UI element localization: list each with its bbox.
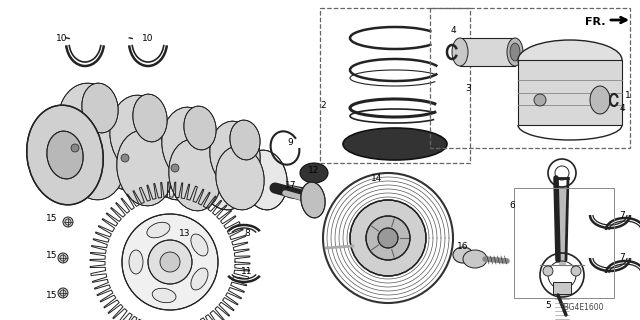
Ellipse shape [452, 38, 468, 66]
Circle shape [122, 214, 218, 310]
Ellipse shape [169, 139, 221, 211]
Circle shape [378, 228, 398, 248]
Circle shape [366, 216, 410, 260]
Text: 5: 5 [545, 300, 551, 309]
Text: 4: 4 [450, 26, 456, 35]
Text: 13: 13 [179, 228, 191, 237]
Ellipse shape [301, 182, 325, 218]
Ellipse shape [590, 86, 610, 114]
Ellipse shape [510, 43, 520, 61]
Text: 15: 15 [46, 251, 58, 260]
Circle shape [58, 253, 68, 263]
Circle shape [160, 252, 180, 272]
Text: 4: 4 [619, 103, 625, 113]
Circle shape [121, 154, 129, 162]
Ellipse shape [99, 120, 151, 190]
Ellipse shape [230, 120, 260, 160]
Text: 7: 7 [619, 211, 625, 220]
Text: 6: 6 [509, 201, 515, 210]
Bar [430, 8, 630, 148]
Bar [320, 8, 470, 163]
Circle shape [350, 200, 426, 276]
Text: 8: 8 [244, 228, 250, 237]
Text: 14: 14 [371, 173, 383, 182]
Ellipse shape [47, 131, 83, 179]
Text: 17: 17 [285, 180, 297, 189]
Text: 7: 7 [619, 253, 625, 262]
Ellipse shape [300, 163, 328, 183]
Ellipse shape [216, 146, 264, 210]
Ellipse shape [453, 247, 473, 263]
Ellipse shape [199, 140, 252, 210]
Ellipse shape [148, 130, 201, 200]
Ellipse shape [343, 128, 447, 160]
Ellipse shape [129, 250, 143, 274]
Circle shape [543, 266, 553, 276]
Text: 15: 15 [46, 291, 58, 300]
Ellipse shape [147, 222, 170, 238]
Ellipse shape [191, 268, 208, 290]
Bar [514, 188, 614, 298]
Text: 16: 16 [457, 242, 468, 251]
Ellipse shape [507, 38, 523, 66]
Text: 9: 9 [287, 138, 293, 147]
Ellipse shape [58, 83, 122, 167]
Text: 12: 12 [308, 165, 320, 174]
Ellipse shape [191, 234, 208, 256]
Ellipse shape [133, 94, 167, 142]
Bar [518, 60, 622, 125]
Ellipse shape [243, 150, 287, 210]
Ellipse shape [116, 130, 173, 206]
Circle shape [148, 240, 192, 284]
Text: TBG4E1600: TBG4E1600 [560, 303, 605, 313]
Ellipse shape [463, 250, 487, 268]
Circle shape [58, 288, 68, 298]
Bar [553, 282, 571, 294]
Text: 2: 2 [320, 100, 326, 109]
Ellipse shape [65, 120, 125, 200]
Text: 11: 11 [241, 268, 253, 276]
Ellipse shape [47, 107, 103, 183]
Ellipse shape [162, 107, 218, 183]
Text: 10: 10 [142, 34, 154, 43]
Ellipse shape [152, 288, 176, 303]
Ellipse shape [82, 83, 118, 133]
Text: 3: 3 [465, 84, 471, 92]
Circle shape [571, 266, 581, 276]
Ellipse shape [184, 106, 216, 150]
Text: 1: 1 [625, 91, 631, 100]
Circle shape [534, 94, 546, 106]
Ellipse shape [518, 40, 622, 80]
Ellipse shape [110, 95, 170, 175]
Ellipse shape [27, 105, 103, 205]
Bar [460, 38, 515, 66]
Circle shape [71, 144, 79, 152]
Text: 10: 10 [56, 34, 68, 43]
Circle shape [63, 217, 73, 227]
Text: 15: 15 [46, 213, 58, 222]
Text: FR.: FR. [584, 17, 605, 27]
Circle shape [171, 164, 179, 172]
Ellipse shape [210, 121, 260, 189]
